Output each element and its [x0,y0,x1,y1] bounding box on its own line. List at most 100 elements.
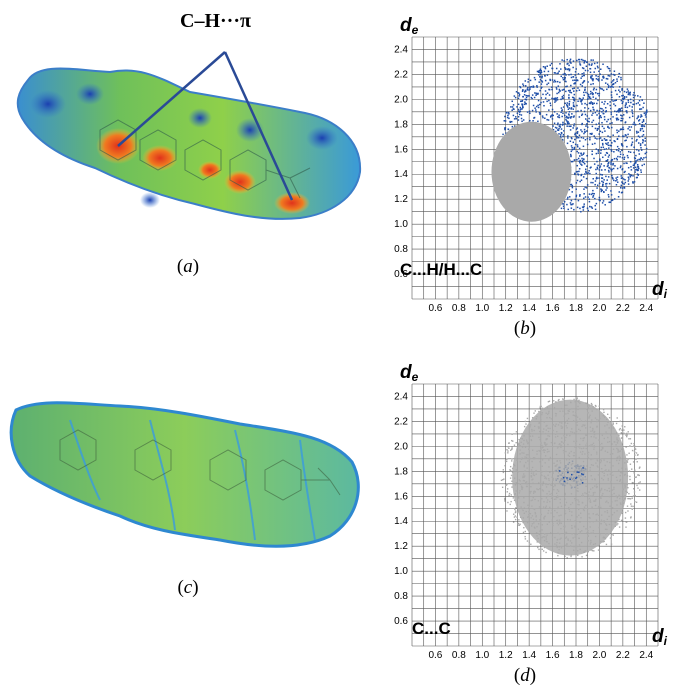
blue-point [601,202,604,204]
blue-point [618,111,620,113]
blue-point [623,97,626,99]
blue-point [524,101,526,103]
blue-point [570,84,572,87]
blue-point [598,126,600,128]
blue-point [593,87,595,90]
blue-point [611,199,614,201]
blue-point [535,105,538,108]
blue-point [615,114,618,116]
blue-point [582,209,585,211]
blue-point [570,136,573,139]
blue-point [627,101,630,104]
blue-point [564,66,566,69]
blue-point [605,151,608,154]
grey-point [541,545,544,548]
blue-point [582,206,585,209]
blue-point [609,122,611,125]
blue-point [573,159,576,161]
blue-point [596,168,599,170]
blue-point [614,140,616,143]
blue-point [571,113,573,115]
blue-point [567,471,569,474]
blue-point [616,129,618,131]
blue-point [584,102,586,105]
blue-point [614,104,617,107]
blue-point [607,176,610,178]
blue-point [574,173,576,176]
grey-point [616,417,618,419]
blue-point [590,64,593,66]
blue-point [584,130,586,133]
blue-point [558,88,561,91]
grey-point [637,453,639,456]
blue-point [640,147,642,149]
blue-point [575,188,577,190]
blue-point [630,174,633,177]
blue-point [522,119,525,121]
grey-point [602,541,604,543]
blue-point [621,181,623,183]
grey-point [627,431,629,433]
blue-point [506,112,508,114]
blue-point [621,168,624,170]
blue-point [542,116,544,119]
blue-point [519,86,522,89]
grey-point [626,505,629,507]
blue-point [625,96,628,98]
blue-point [612,162,615,165]
blue-point [642,140,644,142]
blue-point [507,114,509,117]
grey-point [514,508,516,511]
blue-point [589,172,591,175]
blue-point [599,137,602,139]
grey-point [637,474,639,476]
blue-point [641,121,644,123]
blue-point [567,196,569,199]
blue-point [603,191,605,194]
blue-point [574,133,576,136]
blue-point [552,114,555,117]
blue-point [572,76,575,78]
blue-point [612,83,615,86]
blue-point [592,89,595,91]
blue-point [618,135,620,137]
blue-point [560,134,562,136]
blue-point [568,94,570,96]
blue-point [568,125,570,128]
blue-point [587,95,590,97]
blue-point [584,118,587,120]
blue-point [569,153,572,156]
blue-point [595,152,598,155]
blue-point [504,128,506,131]
caption-c: (c) [177,577,199,598]
blue-point [520,117,523,120]
blue-point [547,82,550,84]
blue-point [636,159,639,161]
blue-point [640,108,643,110]
blue-point [558,127,560,130]
blue-point [610,73,613,75]
blue-point [620,119,622,122]
blue-point [572,60,575,62]
blue-point [551,97,553,100]
grey-point [634,447,636,450]
grey-point [558,398,560,401]
blue-point [573,147,576,150]
blue-point [599,199,601,202]
blue-point [632,164,635,167]
blue-point [536,85,538,87]
blue-point [571,191,573,193]
blue-point [576,131,579,134]
blue-point [566,102,569,104]
blue-point [632,103,634,106]
blue-point [541,77,543,79]
blue-point [524,98,527,101]
blue-point [583,205,585,208]
blue-point [570,145,573,147]
grey-point [635,476,637,478]
blue-point [608,196,610,198]
blue-point [528,95,530,97]
blue-point [597,152,600,154]
blue-point [598,86,601,89]
blue-point [556,99,559,101]
